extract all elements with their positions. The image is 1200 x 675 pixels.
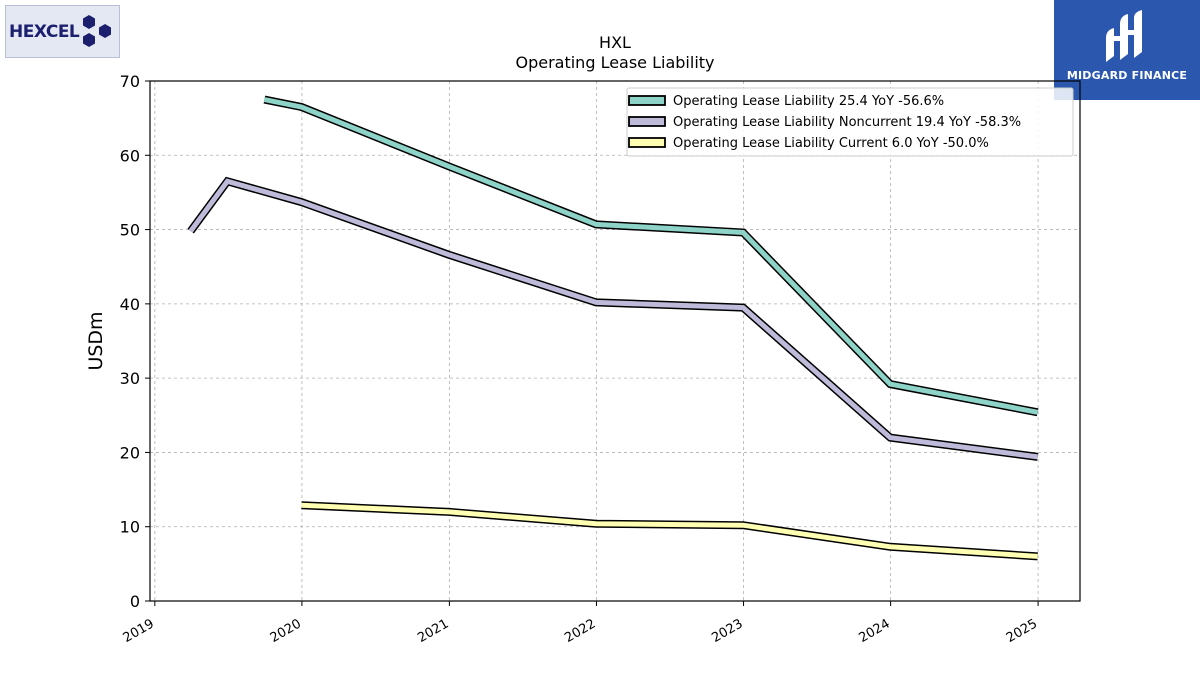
y-tick-label: 70 [120,72,140,91]
y-axis-label: USDm [85,311,107,370]
legend-swatch [628,116,666,127]
y-tick-label: 20 [120,443,140,462]
y-tick-label: 10 [120,518,140,537]
legend: Operating Lease Liability 25.4 YoY -56.6… [626,87,1074,157]
x-tick-label: 2025 [1004,616,1040,646]
legend-entry: Operating Lease Liability 25.4 YoY -56.6… [673,94,944,109]
series-core [188,178,1039,460]
legend-box [626,87,1074,157]
x-tick-label: 2019 [121,616,157,646]
x-tick-label: 2022 [562,616,598,646]
y-tick-label: 0 [130,592,140,611]
midgard-finance-logo: MIDGARD FINANCE [1054,0,1200,100]
series-line-1 [263,95,1039,417]
series-line-3 [301,501,1038,561]
legend-swatch [628,95,666,106]
series-line-2 [187,176,1039,461]
plot-frame [149,80,1081,602]
chart-subtitle: Operating Lease Liability [515,53,714,72]
series-core [301,502,1038,559]
x-tick-label: 2023 [709,616,745,646]
legend-entry: Operating Lease Liability Current 6.0 Yo… [673,136,989,151]
hexcel-logo: HEXCEL [5,5,120,58]
series-core [263,97,1039,415]
hexagon-cluster-icon [83,15,111,47]
legend-entry: Operating Lease Liability Noncurrent 19.… [673,115,1021,130]
x-tick-label: 2021 [415,616,451,646]
legend-swatch [628,137,666,148]
chart-title: HXL [599,33,631,52]
y-tick-label: 50 [120,221,140,240]
y-tick-label: 30 [120,369,140,388]
midgard-emblem-icon [1106,10,1142,62]
x-tick-label: 2020 [268,616,304,646]
y-tick-label: 60 [120,146,140,165]
hexcel-logo-text: HEXCEL [9,22,80,42]
y-tick-label: 40 [120,295,140,314]
midgard-finance-logo-text: MIDGARD FINANCE [1066,69,1188,82]
x-tick-label: 2024 [856,616,892,646]
